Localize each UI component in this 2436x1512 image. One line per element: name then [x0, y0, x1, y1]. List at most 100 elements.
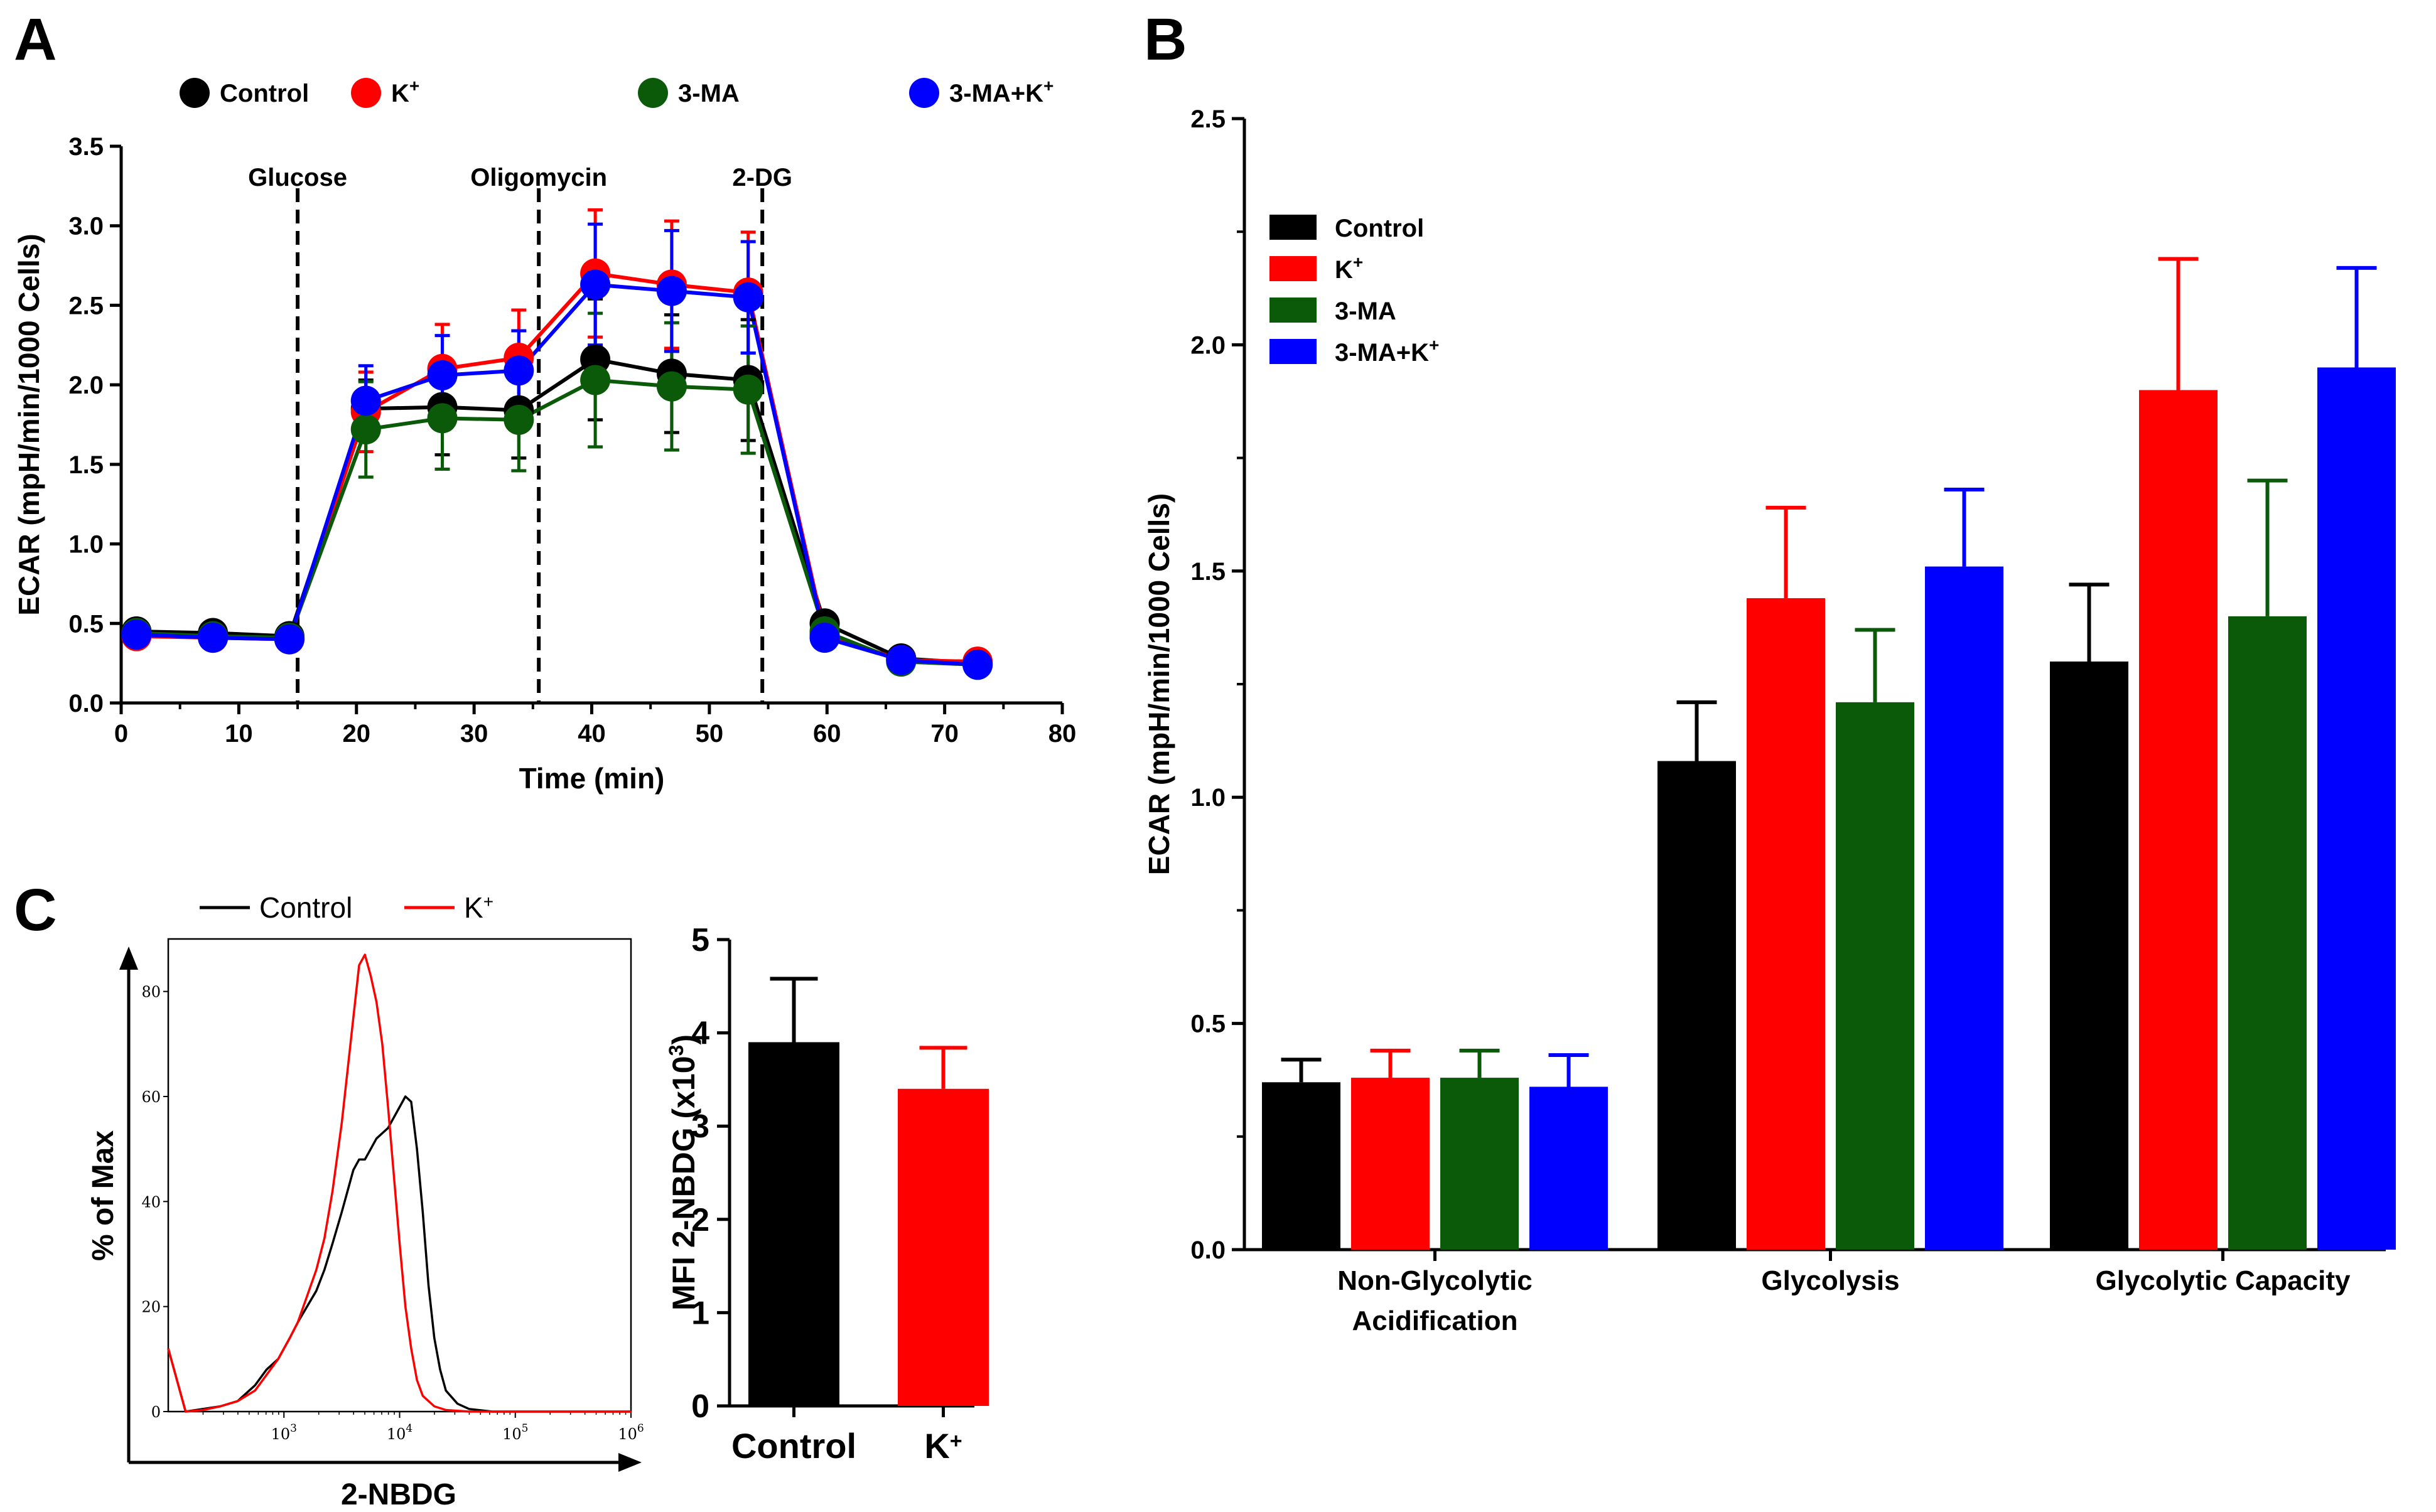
y-axis-title: % of Max: [87, 1130, 120, 1261]
legend-label-k-sup: +: [483, 892, 493, 911]
legend-marker-ma: [638, 78, 668, 108]
legend-label-control-text: Control: [259, 891, 352, 924]
x-tick-label: 40: [578, 720, 606, 748]
x-tick-base: 10: [502, 1425, 522, 1443]
x-tick-label: 105: [502, 1422, 528, 1443]
x-tick-label: 104: [387, 1422, 412, 1443]
y-tick-label: 0: [151, 1403, 161, 1421]
y-tick-label: 1.0: [1190, 784, 1226, 812]
legend-swatch-k: [1269, 256, 1317, 281]
bar-maK: [1529, 1086, 1608, 1250]
y-axis-title: ECAR (mpH/min/1000 Cells): [1143, 493, 1175, 875]
legend-label-maK: 3-MA+K+: [949, 76, 1054, 107]
y-axis-title-sup: 3: [665, 1045, 687, 1056]
x-tick-label: 106: [618, 1422, 644, 1443]
y-tick-label: 40: [141, 1193, 161, 1211]
x-tick-exp: 4: [406, 1422, 412, 1435]
injection-label: 2-DG: [732, 164, 792, 191]
y-tick-label: 1: [691, 1295, 709, 1331]
y-tick-label: 1.5: [1190, 558, 1226, 586]
y-tick-label: 2: [691, 1202, 709, 1238]
category-label: Non-Glycolytic: [1337, 1265, 1533, 1296]
x-tick-base: 10: [618, 1425, 637, 1443]
category-label-text: K: [924, 1426, 949, 1466]
data-point-ma: [350, 414, 381, 445]
bar-control: [2050, 661, 2128, 1250]
bar-control: [1262, 1082, 1340, 1250]
legend-marker-maK: [909, 78, 939, 108]
panel-b-label: B: [1144, 6, 1187, 73]
y-axis-title: ECAR (mpH/min/1000 Cells): [13, 233, 45, 615]
x-tick-exp: 5: [522, 1422, 529, 1435]
data-point-control: [580, 344, 611, 375]
data-point-maK: [350, 385, 381, 416]
x-tick-label: 50: [696, 720, 724, 748]
x-tick-label: 80: [1048, 720, 1077, 748]
x-axis-title: Time (min): [519, 762, 665, 795]
panel-a-line-chart: Control K+ 3-MA 3-MA+K+0.00.51.01.52.02.53.…: [13, 76, 1076, 795]
data-point-ma: [580, 365, 611, 395]
y-tick-label: 0.5: [68, 610, 104, 638]
category-label: Glycolytic Capacity: [2096, 1265, 2351, 1296]
bar-maK: [1925, 566, 2003, 1250]
legend-swatch-maK: [1269, 339, 1317, 364]
histogram-control: [167, 1095, 631, 1413]
category-label-text: Control: [731, 1426, 856, 1466]
legend-label-control-text: Control: [1335, 215, 1424, 242]
legend-label-ma: 3-MA: [678, 80, 740, 107]
legend-label-ma: 3-MA: [1335, 298, 1396, 325]
data-point-maK: [274, 624, 304, 655]
data-point-maK: [504, 355, 534, 386]
x-tick-exp: 3: [290, 1422, 297, 1435]
legend-swatch-control: [1269, 215, 1317, 240]
data-point-ma: [504, 404, 534, 435]
bar-ma: [2228, 616, 2307, 1250]
x-axis-title: 2-NBDG: [341, 1478, 456, 1511]
legend-label-control-text: Control: [220, 80, 309, 107]
y-axis-title-end: ): [666, 1034, 701, 1045]
injection-label: Oligomycin: [470, 164, 607, 191]
data-point-maK: [121, 619, 152, 650]
y-tick-label: 2.5: [68, 292, 104, 319]
y-arrow-head: [119, 946, 138, 970]
x-tick-label: 60: [813, 720, 841, 748]
data-point-ma: [656, 371, 687, 402]
category-label: Glycolysis: [1761, 1265, 1899, 1296]
legend-label-control: Control: [1335, 215, 1424, 242]
legend-label-ma-text: 3-MA: [1335, 298, 1396, 325]
legend-label-k-text: K: [464, 891, 483, 924]
y-tick-label: 0.0: [68, 690, 104, 717]
legend-label-k-text: K: [391, 80, 409, 107]
histogram-k: [167, 953, 631, 1413]
data-point-maK: [198, 623, 229, 653]
x-tick-base: 10: [271, 1425, 291, 1443]
legend-label-k: K+: [391, 76, 419, 107]
x-arrow-head: [618, 1453, 642, 1472]
x-tick-label: 10: [225, 720, 253, 748]
legend-label-k-sup: +: [1353, 252, 1363, 272]
x-tick-label: 20: [343, 720, 371, 748]
data-point-ma: [427, 403, 458, 434]
y-tick-label: 1.0: [68, 531, 104, 559]
y-tick-label: 3: [691, 1108, 709, 1145]
injection-label: Glucose: [248, 164, 347, 191]
bar-k: [1351, 1078, 1430, 1250]
y-tick-label: 5: [691, 922, 709, 958]
y-tick-label: 1.5: [68, 451, 104, 479]
x-tick-base: 10: [387, 1425, 406, 1443]
category-label: Acidification: [1352, 1306, 1517, 1336]
legend-marker-k: [351, 78, 381, 108]
data-point-maK: [962, 650, 993, 680]
bar-ma: [1440, 1078, 1519, 1250]
panel-c-label: C: [14, 877, 57, 943]
panel-a-label: A: [14, 6, 57, 73]
legend-label-control: Control: [259, 891, 352, 924]
x-tick-label: 0: [114, 720, 128, 748]
y-tick-label: 60: [141, 1088, 161, 1106]
x-tick-label: 103: [271, 1422, 297, 1443]
legend-swatch-ma: [1269, 298, 1317, 323]
y-tick-label: 3.0: [68, 213, 104, 240]
